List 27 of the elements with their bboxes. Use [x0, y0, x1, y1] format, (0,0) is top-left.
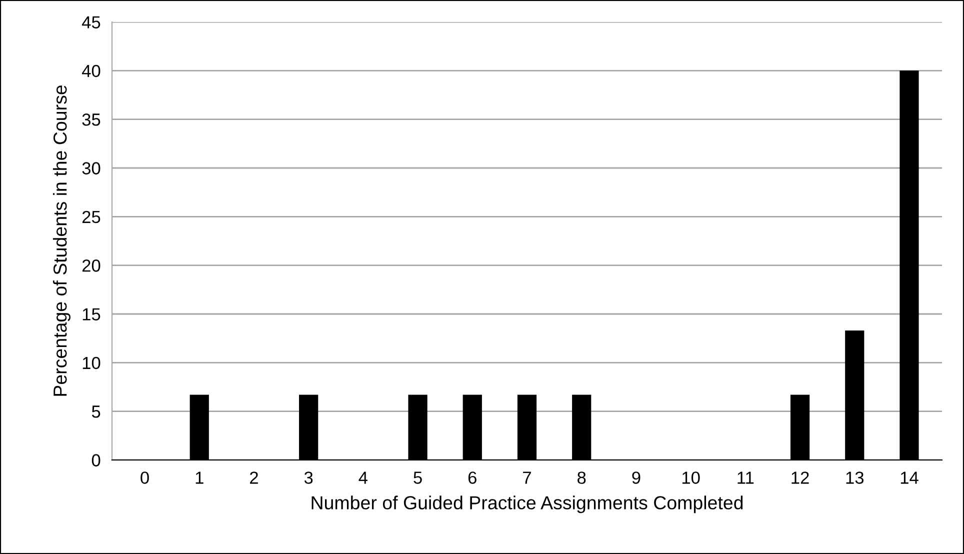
y-tick-label: 40 [82, 64, 100, 78]
y-tick-label: 35 [82, 114, 100, 126]
x-tick-label: 12 [792, 472, 809, 484]
y-tick-label: 5 [92, 406, 100, 418]
y-tick-label: 30 [82, 162, 100, 174]
y-tick-label: 0 [92, 454, 100, 466]
x-tick-label: 0 [140, 472, 149, 484]
y-tick-label: 10 [82, 356, 100, 370]
x-tick-label: 2 [250, 472, 258, 484]
x-tick-label: 13 [846, 472, 864, 484]
x-tick-label: 5 [414, 472, 422, 484]
y-axis-title: Percentage of Students in the Course [52, 85, 70, 396]
x-tick-label: 6 [468, 472, 476, 484]
x-tick-label: 8 [578, 472, 586, 484]
x-tick-label: 11 [738, 472, 754, 484]
y-tick-label: 20 [82, 260, 100, 272]
y-tick-label: 45 [82, 16, 100, 28]
x-tick-label: 14 [900, 472, 918, 484]
x-tick-label: 4 [358, 472, 368, 484]
x-tick-label: 1 [196, 472, 204, 484]
x-tick-label: 3 [304, 472, 313, 484]
y-tick-label: 25 [82, 210, 100, 224]
x-tick-label: 9 [632, 472, 640, 484]
y-tick-label: 15 [82, 308, 100, 320]
x-tick-label: 7 [523, 472, 531, 484]
x-axis-title: Number of Guided Practice Assignments Completed [312, 496, 743, 514]
x-tick-label: 10 [682, 472, 700, 484]
